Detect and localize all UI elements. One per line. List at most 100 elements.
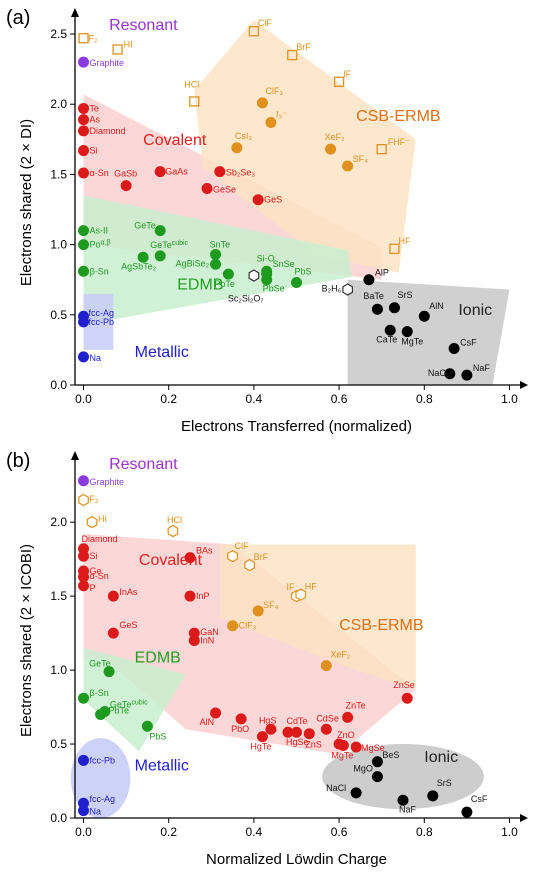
data-label: CdTe <box>287 716 308 726</box>
data-point <box>112 44 123 55</box>
data-point <box>461 369 473 381</box>
data-label: SF₄ <box>263 600 279 610</box>
data-point <box>401 692 413 704</box>
data-label: FHF⁻ <box>388 137 410 147</box>
x-tick-label: 0.0 <box>75 392 92 406</box>
data-label: fcc-Pb <box>89 317 115 327</box>
x-tick-label: 0.4 <box>246 825 263 839</box>
data-label: XeF₂ <box>330 650 351 660</box>
data-label: ZnO <box>337 730 355 740</box>
region-label-covalent: Covalent <box>143 132 207 149</box>
data-label: InN <box>200 636 214 646</box>
data-label: GaN <box>200 627 219 637</box>
y-tick-label: 0.0 <box>50 811 67 825</box>
data-point <box>291 277 302 289</box>
data-label: PbTe <box>109 705 130 715</box>
data-label: Poα,β <box>90 239 111 250</box>
data-label: AgBiSe₂ <box>176 258 210 268</box>
data-label: β-Sn <box>90 688 109 698</box>
panel-a: 0.0 0.2 0.4 0.6 0.8 1.0 0.0 0.5 1.0 1.5 2.0 2.5 Elec… <box>6 7 528 435</box>
data-label: IF <box>343 69 352 79</box>
data-point <box>227 620 239 632</box>
data-point <box>154 225 166 237</box>
data-point <box>214 166 226 178</box>
data-point <box>78 351 90 363</box>
x-axis-label: Normalized Löwdin Charge <box>206 851 387 868</box>
data-point <box>222 268 234 280</box>
x-tick-label: 0.8 <box>416 392 433 406</box>
data-point <box>342 711 354 723</box>
data-label: CsI₃ <box>235 131 253 141</box>
data-point <box>333 76 345 87</box>
data-point <box>107 590 119 602</box>
data-point <box>427 790 439 802</box>
data-label: GeTecubic <box>150 239 188 250</box>
data-point <box>78 145 90 157</box>
data-point <box>342 160 354 172</box>
region-label-metallic: Metallic <box>135 758 189 775</box>
data-label: I₃⁻ <box>276 109 287 119</box>
data-label: BeS <box>382 750 399 760</box>
data-point <box>78 475 90 487</box>
data-point <box>295 588 307 601</box>
data-label: BAs <box>196 546 213 556</box>
x-tick-label: 0.8 <box>416 825 433 839</box>
panel-b: 0.0 0.2 0.4 0.6 0.8 1.0 0.0 0.5 1.0 1.5 2.0 Normali… <box>6 450 528 868</box>
data-point <box>78 167 90 179</box>
y-tick-label: 2.5 <box>50 27 67 41</box>
data-point <box>184 552 196 564</box>
data-point <box>201 182 213 194</box>
data-point <box>231 142 243 154</box>
data-label: ClF <box>235 541 249 551</box>
y-axis-arrow <box>71 451 79 460</box>
data-label: BrF <box>254 552 269 562</box>
data-point <box>248 26 260 37</box>
x-tick-label: 0.2 <box>160 392 177 406</box>
data-label: HgTe <box>250 742 271 752</box>
data-point <box>384 324 396 336</box>
data-label: HgS <box>259 715 277 725</box>
data-point <box>235 713 247 725</box>
data-label: GeTe <box>134 221 156 231</box>
data-label: CaTe <box>376 334 397 344</box>
data-label: HCl <box>167 515 182 525</box>
y-tick-label: 2.0 <box>50 97 67 111</box>
data-label: InP <box>196 591 210 601</box>
data-point <box>154 166 166 178</box>
data-label: ClF₃ <box>265 86 283 96</box>
region-csb-ermb <box>219 544 416 690</box>
data-label: CdSe <box>316 713 339 723</box>
data-point <box>167 524 179 538</box>
data-point <box>371 756 383 768</box>
data-label: Graphite <box>90 477 125 487</box>
data-point <box>444 368 456 380</box>
data-label: NaF <box>473 363 491 373</box>
data-point <box>137 251 149 263</box>
data-label: α-Sn <box>90 571 109 581</box>
data-point <box>78 550 90 562</box>
data-label: P <box>90 583 96 593</box>
data-point <box>252 194 264 206</box>
region-ionic <box>322 744 484 810</box>
data-label: HI <box>98 514 107 524</box>
y-axis-label: Electrons shared (2 × ICOBI) <box>18 544 35 737</box>
data-point <box>154 250 166 262</box>
data-point <box>78 239 90 251</box>
data-point <box>401 326 413 338</box>
data-label: AlN <box>200 717 215 727</box>
data-label: HI <box>124 39 133 49</box>
y-tick-label: 0.5 <box>50 308 67 322</box>
y-tick-label: 1.5 <box>50 167 67 181</box>
data-point <box>78 265 90 277</box>
data-label: ZnS <box>305 740 322 750</box>
data-label: Na <box>90 807 102 817</box>
data-point <box>78 33 89 44</box>
data-label: AlP <box>375 268 389 278</box>
data-label: Si-O <box>257 253 275 263</box>
data-point <box>210 258 222 270</box>
data-label: AgSbTe₂ <box>121 261 157 271</box>
data-point <box>287 49 298 61</box>
data-label: NaCl <box>326 783 346 793</box>
data-label: SnTe <box>210 239 231 249</box>
data-label: B₂H₆ <box>322 284 342 294</box>
